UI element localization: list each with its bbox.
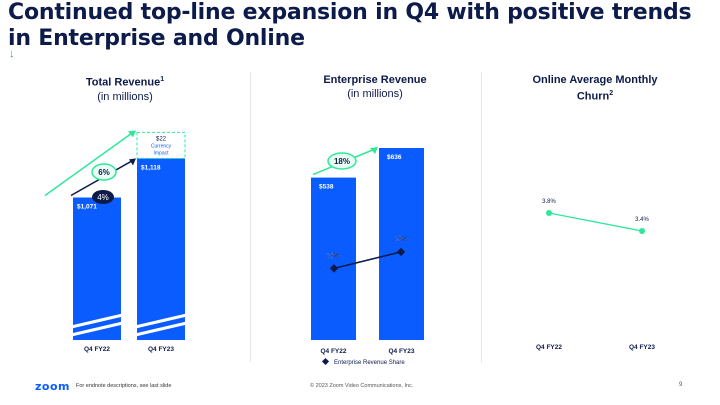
growth-label: 18% xyxy=(334,157,350,166)
share-marker xyxy=(396,247,406,257)
bar-value-label: $1,118 xyxy=(141,164,161,171)
zoom-logo: zoom xyxy=(35,380,70,393)
currency-impact-text: Currency xyxy=(151,143,172,149)
axis-break-mark xyxy=(66,320,128,338)
legend-label: Enterprise Revenue Share xyxy=(334,360,405,366)
total-revenue-chart: $1,071 Q4 FY22 $1,118 Q4 FY23 $22CurrencyImp… xyxy=(44,130,192,353)
growth-badge-reported xyxy=(92,190,114,204)
online-churn-chart: 3.8% Q4 FY22 3.4% Q4 FY23 xyxy=(536,199,655,351)
bar-value-label: $1,071 xyxy=(77,204,97,211)
endnote-text: For endnote descriptions, see last slide xyxy=(76,383,172,389)
bar-value-label: $538 xyxy=(319,184,334,191)
category-label: Q4 FY23 xyxy=(148,346,174,353)
down-arrow-icon: ↓ xyxy=(9,48,15,60)
churn-point xyxy=(546,210,552,216)
slide-title: Continued top-line expansion in Q4 with … xyxy=(8,0,692,51)
total-revenue-title: Total Revenue1 (in millions) xyxy=(40,73,210,104)
currency-impact-value: $22 xyxy=(156,136,167,142)
online-churn-title: Online Average Monthly Churn2 xyxy=(532,74,658,103)
axis-break-mark xyxy=(66,312,128,330)
axis-break-mark xyxy=(130,320,192,338)
category-label: Q4 FY22 xyxy=(536,344,562,351)
growth-label-constant: 6% xyxy=(98,168,110,177)
arrow-head-icon xyxy=(370,147,378,154)
churn-value-label: 3.4% xyxy=(635,217,649,223)
category-label: Q4 FY23 xyxy=(388,348,414,355)
page-number: 9 xyxy=(679,382,683,388)
growth-badge xyxy=(327,152,357,170)
enterprise-revenue-subtitle: (in millions) xyxy=(347,88,403,100)
churn-line xyxy=(548,212,643,232)
panel-divider xyxy=(250,72,251,362)
share-line xyxy=(333,251,402,270)
growth-badge-constant xyxy=(91,163,117,181)
churn-point xyxy=(639,228,645,234)
enterprise-revenue-chart: $538 Q4 FY22 $636 Q4 FY23 18% 52% 57% Enterpris… xyxy=(311,147,424,366)
copyright-text: © 2023 Zoom Video Communications, Inc. xyxy=(310,383,414,389)
arrow-head-icon xyxy=(128,130,136,138)
legend-diamond-icon xyxy=(321,357,330,366)
share-label: 57% xyxy=(395,237,408,243)
enterprise-revenue-bar xyxy=(379,148,424,340)
axis-break-mark xyxy=(130,312,192,330)
currency-impact-box xyxy=(136,131,186,159)
churn-value-label: 3.8% xyxy=(542,199,556,205)
share-label: 52% xyxy=(327,253,340,259)
share-marker xyxy=(329,264,339,273)
growth-arrow-constant xyxy=(44,131,134,197)
category-label: Q4 FY22 xyxy=(320,348,346,355)
enterprise-revenue-bar xyxy=(311,177,356,340)
panel-divider xyxy=(481,72,482,362)
category-label: Q4 FY23 xyxy=(629,344,655,351)
category-label: Q4 FY22 xyxy=(84,346,110,353)
arrow-head-icon xyxy=(129,158,136,166)
growth-label-reported: 4% xyxy=(97,193,109,202)
currency-impact-text: Impact xyxy=(153,150,169,156)
bar-value-label: $636 xyxy=(387,154,402,161)
enterprise-revenue-title: Enterprise Revenue (in millions) xyxy=(285,73,465,101)
total-revenue-subtitle: (in millions) xyxy=(97,90,153,103)
total-revenue-bar xyxy=(73,197,121,340)
total-revenue-bar xyxy=(137,158,185,340)
